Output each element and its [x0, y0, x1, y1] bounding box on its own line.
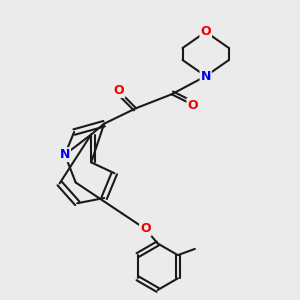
Text: N: N [200, 70, 211, 83]
Text: N: N [60, 148, 70, 161]
Text: O: O [114, 84, 124, 97]
Text: O: O [140, 222, 151, 236]
Text: O: O [200, 26, 211, 38]
Text: O: O [188, 99, 198, 112]
